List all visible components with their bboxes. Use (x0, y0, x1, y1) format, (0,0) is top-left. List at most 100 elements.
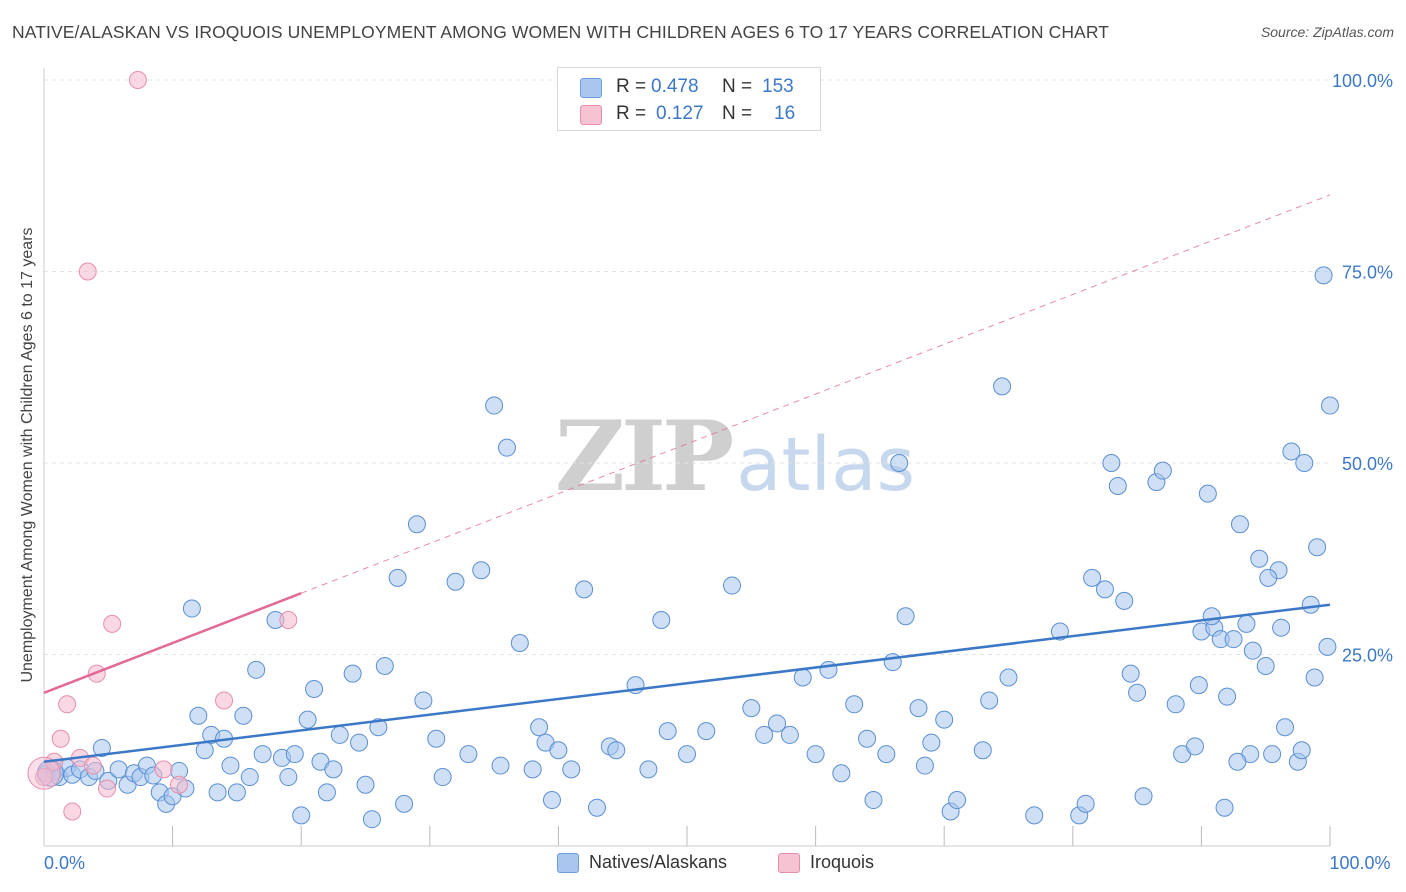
data-point-natives (1134, 787, 1153, 806)
data-point-natives (343, 664, 362, 683)
trend-line-iroquois-extended (301, 194, 1331, 594)
data-point-natives (253, 745, 272, 764)
legend-n-value: 16 (774, 103, 796, 124)
data-point-iroquois (78, 262, 97, 281)
data-point-natives (742, 699, 761, 718)
data-point-natives (279, 768, 298, 787)
data-point-natives (909, 699, 928, 718)
data-point-natives (1128, 683, 1147, 702)
data-point-natives (1263, 745, 1282, 764)
data-point-natives (768, 714, 787, 733)
data-point-natives (350, 733, 369, 752)
data-point-natives (562, 760, 581, 779)
x-tick-label: 0.0% (44, 853, 85, 873)
trend-line-iroquois (43, 592, 302, 694)
data-point-natives (922, 733, 941, 752)
data-point-natives (530, 718, 549, 737)
data-point-natives (1083, 568, 1102, 587)
data-point-natives (1189, 676, 1208, 695)
legend-r-value: 0.127 (656, 103, 704, 124)
y-axis-label: Unemployment Among Women with Children A… (19, 227, 36, 683)
data-point-natives (1237, 614, 1256, 633)
x-tick-label: 100.0% (1329, 853, 1390, 873)
axes (43, 68, 1331, 847)
data-point-natives (182, 599, 201, 618)
stats-legend: R = 0.478 N = 153 R = 0.127 N = 16 (557, 67, 821, 131)
data-point-natives (221, 756, 240, 775)
data-point-natives (1076, 794, 1095, 813)
legend-n-value: 153 (762, 76, 794, 97)
data-point-natives (755, 725, 774, 744)
data-point-natives (485, 396, 504, 415)
legend-r-label: R = (616, 103, 647, 124)
data-point-natives (980, 691, 999, 710)
data-point-natives (446, 572, 465, 591)
data-point-natives (427, 729, 446, 748)
data-point-natives (780, 725, 799, 744)
data-point-iroquois (27, 756, 61, 790)
y-tick-label: 100.0% (1332, 71, 1393, 91)
data-point-natives (1215, 798, 1234, 817)
data-point-natives (1050, 622, 1069, 641)
data-point-natives (407, 515, 426, 534)
data-point-natives (388, 568, 407, 587)
data-point-natives (1224, 630, 1243, 649)
data-point-natives (1282, 442, 1301, 461)
data-point-natives (330, 725, 349, 744)
data-point-natives (305, 679, 324, 698)
watermark-zip: ZIP (555, 400, 734, 513)
data-point-iroquois (170, 775, 189, 794)
data-point-natives (587, 798, 606, 817)
data-point-natives (1256, 656, 1275, 675)
data-point-iroquois (58, 695, 77, 714)
data-point-natives (1301, 595, 1320, 614)
tick-labels: 25.0% 50.0% 75.0% 100.0% 0.0% 100.0% (44, 71, 1393, 873)
data-point-iroquois (279, 611, 298, 630)
legend-r-value: 0.478 (651, 76, 699, 97)
legend-r-label: R = (616, 76, 647, 97)
data-point-natives (1185, 737, 1204, 756)
data-point-natives (1228, 752, 1247, 771)
data-point-natives (1166, 695, 1185, 714)
data-point-natives (292, 806, 311, 825)
bottom-legend-swatch-natives (557, 853, 579, 873)
legend-n-label: N = (722, 103, 753, 124)
data-point-natives (549, 741, 568, 760)
watermark-atlas: atlas (736, 422, 915, 508)
data-point-natives (324, 760, 343, 779)
data-point-natives (806, 745, 825, 764)
data-point-natives (858, 729, 877, 748)
data-point-natives (1230, 515, 1249, 534)
data-point-natives (652, 611, 671, 630)
data-point-iroquois (35, 768, 53, 787)
legend-n-label: N = (722, 76, 753, 97)
data-point-natives (1218, 687, 1237, 706)
data-point-natives (1095, 580, 1114, 599)
data-point-natives (819, 660, 838, 679)
data-point-natives (285, 745, 304, 764)
data-point-natives (227, 783, 246, 802)
watermark: ZIPatlas (555, 400, 915, 513)
data-point-natives (375, 656, 394, 675)
data-point-natives (542, 791, 561, 810)
data-point-natives (1202, 607, 1221, 626)
series-natives-alaskans (36, 266, 1339, 829)
data-point-natives (793, 668, 812, 687)
data-point-natives (1318, 637, 1337, 656)
data-point-natives (1198, 484, 1217, 503)
data-point-iroquois (128, 71, 147, 89)
data-point-natives (317, 783, 336, 802)
data-point-natives (948, 791, 967, 810)
data-point-natives (1295, 454, 1314, 472)
data-point-iroquois (98, 779, 117, 798)
data-point-natives (208, 783, 227, 802)
bottom-legend-label: Natives/Alaskans (589, 852, 728, 872)
source-label: Source: ZipAtlas.com (1260, 24, 1394, 40)
data-point-natives (195, 741, 214, 760)
legend-swatch-natives (580, 78, 602, 98)
data-point-natives (92, 738, 111, 757)
data-point-natives (1259, 568, 1278, 587)
data-point-natives (1108, 476, 1127, 495)
data-point-natives (935, 710, 954, 729)
trend-lines (43, 194, 1331, 763)
